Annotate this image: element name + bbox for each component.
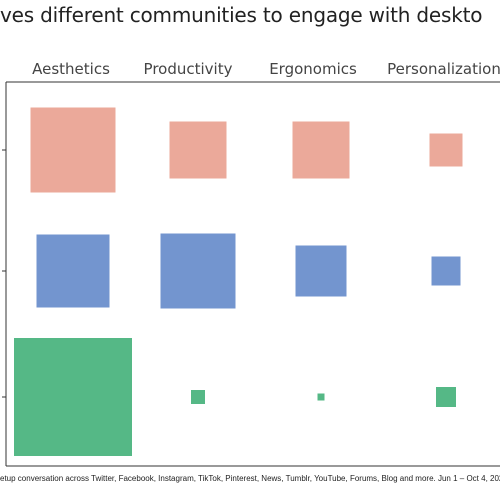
square-row3-productivity: [191, 390, 205, 404]
square-row3-personalization: [436, 387, 456, 407]
square-row2-ergonomics: [295, 245, 347, 297]
data-squares: [14, 107, 463, 456]
square-row2-personalization: [431, 256, 461, 286]
square-row1-productivity: [169, 121, 227, 179]
square-row2-productivity: [160, 233, 236, 309]
column-labels: Aesthetics Productivity Ergonomics Personal…: [32, 60, 500, 78]
chart-title: ves different communities to engage with…: [0, 3, 483, 27]
column-label-ergonomics: Ergonomics: [269, 60, 357, 78]
square-row1-ergonomics: [292, 121, 350, 179]
square-row3-ergonomics: [317, 393, 325, 401]
column-label-personalization: Personalization: [387, 60, 500, 78]
source-footnote: etup conversation across Twitter, Facebo…: [0, 474, 500, 483]
square-row2-aesthetics: [36, 234, 110, 308]
square-row3-aesthetics: [14, 338, 132, 456]
column-label-productivity: Productivity: [144, 60, 233, 78]
square-row1-personalization: [429, 133, 463, 167]
row-ticks: [2, 149, 6, 398]
column-label-aesthetics: Aesthetics: [32, 60, 110, 78]
square-row1-aesthetics: [30, 107, 116, 193]
